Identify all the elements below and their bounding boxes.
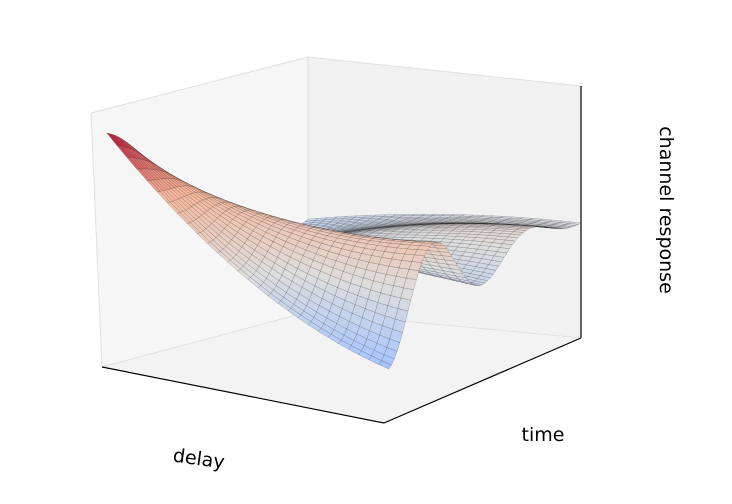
ylabel: time	[522, 424, 565, 446]
xlabel: delay	[172, 445, 226, 474]
pane-edge-leftv	[90, 112, 103, 368]
delay-axis-line	[101, 366, 385, 424]
pane-edge-floor-l	[101, 311, 309, 368]
zlabel: channel response	[655, 126, 677, 294]
surface-facet	[378, 360, 392, 370]
pane-floor	[102, 312, 581, 423]
time-axis-line	[383, 337, 582, 424]
surface-mesh	[106, 132, 582, 370]
